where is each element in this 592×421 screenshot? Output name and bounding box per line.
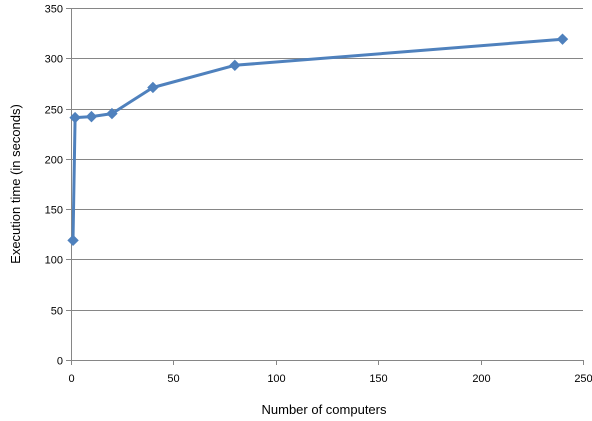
axes: [66, 8, 584, 365]
data-point-marker: [67, 234, 79, 247]
x-tick-label: 0: [68, 373, 74, 385]
x-tick-labels: 0 50 100 150 200 250: [68, 373, 592, 385]
x-tick-label: 100: [267, 373, 285, 385]
y-tick-label: 100: [45, 255, 63, 267]
x-tick-label: 150: [369, 373, 387, 385]
y-tick-label: 300: [45, 54, 63, 66]
series-group: [67, 33, 569, 247]
x-axis-label: Number of computers: [262, 402, 387, 417]
x-tick-label: 200: [472, 373, 490, 385]
y-tick-labels: 0 50 100 150 200 250 300 350: [45, 4, 63, 368]
y-tick-label: 250: [45, 105, 63, 117]
y-tick-label: 150: [45, 205, 63, 217]
data-point-marker: [556, 33, 569, 45]
data-point-marker: [69, 111, 81, 124]
data-point-marker: [106, 107, 118, 120]
y-axis-label: Execution time (in seconds): [8, 104, 23, 264]
x-tick-label: 250: [574, 373, 592, 385]
y-tick-label: 350: [45, 4, 63, 16]
y-gridlines: [71, 8, 583, 311]
x-tick-label: 50: [167, 373, 179, 385]
y-tick-label: 0: [57, 356, 63, 368]
y-tick-label: 200: [45, 155, 63, 167]
y-tick-label: 50: [51, 306, 63, 318]
series-line: [71, 37, 563, 241]
data-point-marker: [147, 81, 159, 94]
data-point-marker: [229, 59, 241, 72]
data-point-marker: [85, 110, 98, 123]
